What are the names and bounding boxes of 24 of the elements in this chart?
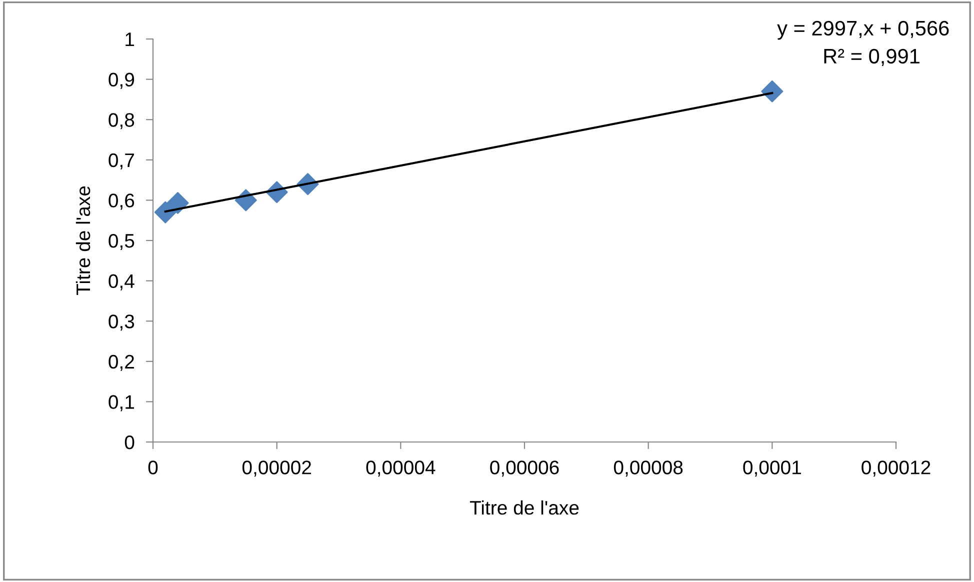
point [761,80,784,102]
x-tick-label: 0,00002 [242,460,312,477]
x-tick-label: 0,00012 [862,460,930,477]
x-axis-title: Titre de l'axe [470,500,579,515]
y-tick-label: 0,9 [108,72,134,89]
y-tick-label: 0,1 [108,395,134,412]
x-tick-label: 0,00006 [490,460,559,477]
x-tick-label: 0,00008 [614,460,683,477]
y-tick-label: 0,8 [108,113,134,130]
x-tick-label: 0 [148,460,158,474]
x-tick-label: 0,00004 [366,460,436,477]
y-tick-label: 0,6 [108,194,134,210]
y-tick-label: 0,4 [108,274,134,290]
annotation: y = 2997,x + 0,566 [777,20,949,40]
y-tick-label: 0,7 [108,153,134,170]
y-tick-label: 1 [126,32,134,46]
y-tick-label: 0 [124,435,134,450]
y-axis-title: Titre de l'axe [76,186,90,296]
x-tick-label: 0,0001 [743,460,801,477]
annotation: R² = 0,991 [824,48,920,66]
y-tick-label: 0,2 [108,354,134,371]
y-tick-label: 0,5 [108,234,134,250]
point [166,192,189,214]
y-tick-label: 0,3 [108,314,134,331]
